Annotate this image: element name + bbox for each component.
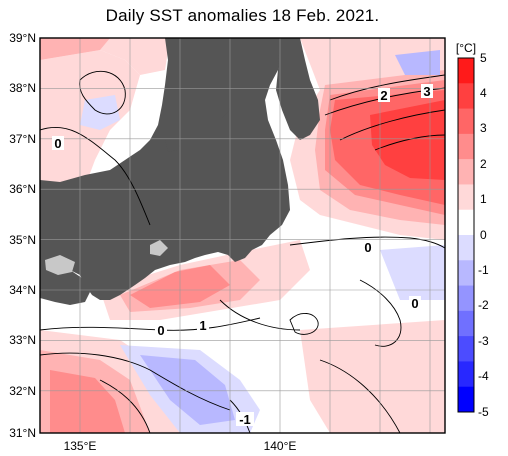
cb-tick-minus4: -4: [478, 369, 489, 383]
contour-label-2: 2: [380, 88, 387, 103]
colorbar-swatch: [458, 310, 474, 337]
lat-label-31: 31°N: [9, 426, 36, 440]
lat-label-32: 32°N: [9, 384, 36, 398]
contour-label-0-central: 0: [364, 240, 371, 255]
cold-anomaly-areas: [80, 50, 445, 433]
colorbar-swatch: [458, 260, 474, 287]
cb-tick-minus2: -2: [478, 298, 489, 312]
contour-label-0-south: 0: [157, 323, 164, 338]
colorbar-swatch: [458, 209, 474, 236]
inland-lake: [150, 240, 168, 256]
cb-tick-2: 2: [480, 157, 487, 171]
grid-lines: [40, 38, 445, 433]
tohoku-coast: [276, 38, 320, 140]
colorbar-frame: [457, 57, 475, 413]
cb-tick-1: 1: [480, 192, 487, 206]
honshu-land: [40, 38, 290, 300]
contour-label-1-south: 1: [199, 318, 206, 333]
colorbar: [°C] 5 4 3 2 1 0 -1 -2 -3 -4 -5: [456, 41, 489, 419]
colorbar-swatch: [458, 386, 474, 413]
colorbar-swatch: [458, 133, 474, 160]
cb-tick-minus1: -1: [478, 263, 489, 277]
cb-tick-minus5: -5: [478, 405, 489, 419]
colorbar-swatch: [458, 83, 474, 110]
lat-label-36: 36°N: [9, 182, 36, 196]
colorbar-swatch: [458, 184, 474, 211]
biwa-lake: [45, 255, 75, 275]
lat-label-35: 35°N: [9, 233, 36, 247]
lon-label-140: 140°E: [264, 439, 297, 453]
cb-tick-3: 3: [480, 121, 487, 135]
colorbar-swatch: [458, 361, 474, 388]
noto-peninsula: [165, 132, 182, 152]
shikoku-land: [40, 270, 90, 305]
cb-tick-4: 4: [480, 86, 487, 100]
contour-label-3: 3: [423, 84, 430, 99]
land-masses: [40, 38, 320, 305]
lat-label-33: 33°N: [9, 333, 36, 347]
longitude-axis: 135°E 140°E: [64, 439, 297, 453]
colorbar-swatch: [458, 58, 474, 84]
colorbar-swatch: [458, 159, 474, 185]
sado-island: [215, 100, 230, 118]
map-frame: [39, 37, 446, 434]
lon-label-135: 135°E: [64, 439, 97, 453]
lat-label-37: 37°N: [9, 132, 36, 146]
contour-label-0-southeast: 0: [411, 296, 418, 311]
contour-label-minus1: -1: [239, 412, 251, 427]
colorbar-swatches: [458, 58, 474, 413]
colorbar-swatch: [458, 285, 474, 312]
lat-label-39: 39°N: [9, 31, 36, 45]
colorbar-swatch: [458, 336, 474, 362]
map-title: Daily SST anomalies 18 Feb. 2021.: [105, 6, 380, 25]
cb-tick-0: 0: [480, 228, 487, 242]
lat-label-34: 34°N: [9, 283, 36, 297]
cb-tick-minus3: -3: [478, 334, 489, 348]
colorbar-swatch: [458, 235, 474, 261]
latitude-axis: 39°N 38°N 37°N 36°N 35°N 34°N 33°N 32°N …: [9, 31, 36, 440]
lat-label-38: 38°N: [9, 81, 36, 95]
contour-label-0-west: 0: [54, 136, 61, 151]
colorbar-swatch: [458, 108, 474, 135]
contour-label-group: 0 2 3 0 0 0 1 -1: [52, 84, 433, 427]
cb-tick-5: 5: [480, 51, 487, 65]
map-plot-area: 0 2 3 0 0 0 1 -1: [40, 38, 445, 433]
colorbar-unit: [°C]: [456, 41, 476, 55]
